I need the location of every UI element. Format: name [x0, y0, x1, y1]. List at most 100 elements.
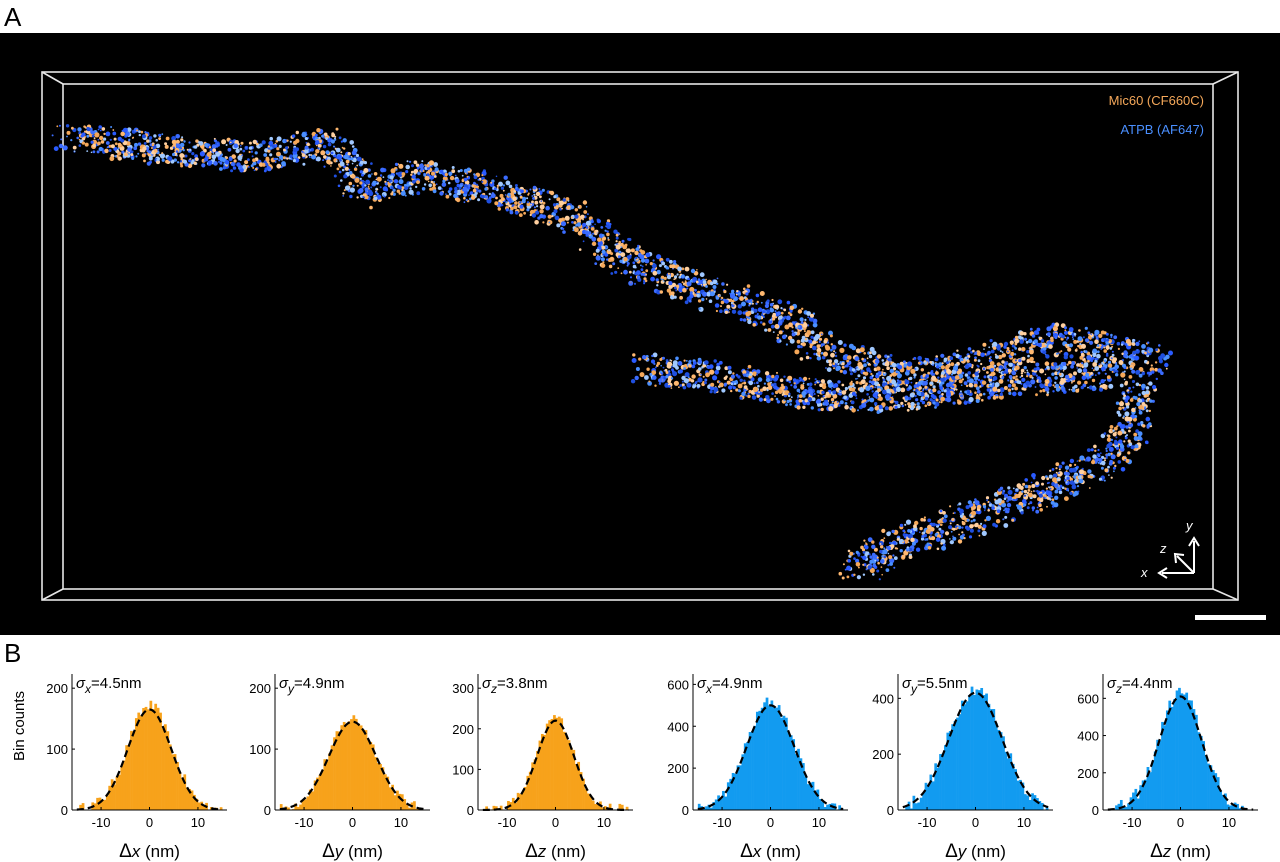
localization-point — [398, 163, 404, 169]
localization-point — [351, 162, 354, 165]
histogram-bar — [393, 795, 397, 810]
histogram-bar — [101, 800, 104, 810]
localization-point — [276, 151, 281, 157]
localization-point — [1053, 362, 1058, 367]
localization-point — [103, 132, 106, 136]
localization-point — [85, 127, 87, 129]
localization-point — [765, 309, 771, 315]
histogram-bar — [620, 804, 624, 810]
localization-point — [938, 367, 941, 370]
localization-point — [430, 180, 434, 184]
histogram-bar — [1207, 763, 1210, 810]
localization-point — [919, 531, 921, 533]
localization-point — [444, 172, 448, 177]
localization-point — [71, 126, 74, 130]
localization-point — [905, 519, 912, 525]
localization-point — [662, 366, 665, 369]
localization-point — [741, 382, 744, 385]
localization-point — [316, 128, 321, 133]
localization-point — [949, 356, 954, 361]
localization-point — [968, 378, 974, 384]
localization-point — [466, 167, 471, 172]
localization-point — [924, 385, 928, 389]
localization-point — [874, 559, 877, 562]
localization-point — [986, 371, 989, 374]
localization-point — [871, 544, 876, 549]
localization-point — [201, 163, 206, 168]
histogram-bar — [948, 731, 952, 810]
localization-point — [175, 134, 180, 139]
localization-point — [340, 151, 343, 154]
localization-point — [60, 138, 63, 141]
localization-point — [1071, 484, 1077, 490]
localization-point — [778, 330, 783, 335]
localization-point — [56, 125, 59, 128]
histogram-bar — [485, 806, 488, 810]
localization-point — [142, 146, 147, 151]
localization-point — [1109, 459, 1113, 464]
histogram-bar — [540, 733, 544, 810]
localization-point — [884, 354, 888, 358]
localization-point — [136, 129, 139, 132]
localization-point — [1064, 374, 1070, 380]
localization-point — [927, 518, 932, 523]
localization-point — [1154, 361, 1158, 364]
localization-point — [1090, 448, 1094, 452]
localization-point — [878, 396, 883, 402]
localization-point — [753, 373, 757, 377]
localization-point — [821, 384, 827, 390]
localization-point — [887, 357, 892, 362]
localization-point — [484, 195, 489, 199]
localization-point — [1106, 338, 1110, 342]
localization-point — [887, 564, 890, 567]
localization-point — [1046, 365, 1050, 370]
localization-point — [889, 562, 893, 566]
histogram-bar — [934, 763, 938, 810]
localization-point — [92, 139, 97, 145]
localization-point — [131, 157, 135, 160]
localization-point — [1100, 433, 1106, 439]
localization-point — [901, 380, 905, 384]
localization-point — [269, 146, 273, 150]
localization-point — [584, 230, 589, 235]
localization-point — [361, 173, 364, 177]
localization-point — [798, 394, 803, 398]
localization-point — [1136, 402, 1141, 407]
localization-point — [668, 284, 673, 289]
localization-point — [989, 376, 993, 379]
localization-point — [995, 519, 1001, 524]
localization-point — [1110, 452, 1113, 455]
localization-point — [337, 154, 343, 160]
localization-point — [974, 500, 980, 506]
localization-point — [890, 544, 895, 549]
localization-point — [472, 188, 477, 193]
localization-point — [676, 273, 679, 276]
localization-point — [965, 389, 971, 394]
localization-point — [871, 350, 877, 356]
localization-point — [662, 356, 665, 360]
localization-point — [991, 392, 995, 396]
histogram-bar — [987, 703, 991, 810]
localization-point — [1119, 424, 1125, 430]
localization-point — [1101, 479, 1104, 481]
localization-point — [778, 320, 783, 324]
localization-point — [1116, 341, 1121, 346]
localization-point — [1104, 372, 1107, 375]
localization-point — [1168, 350, 1173, 356]
localization-point — [992, 346, 997, 350]
localization-point — [606, 258, 609, 261]
localization-point — [1044, 386, 1050, 392]
localization-point — [259, 143, 263, 147]
localization-point — [935, 355, 938, 358]
localization-point — [564, 215, 570, 221]
localization-point — [318, 137, 321, 140]
localization-point — [684, 372, 690, 378]
localization-point — [632, 264, 637, 269]
localization-point — [339, 161, 345, 167]
localization-point — [752, 323, 756, 327]
localization-point — [737, 310, 743, 316]
localization-point — [189, 158, 192, 160]
localization-point — [649, 262, 653, 266]
localization-point — [682, 287, 687, 293]
localization-point — [214, 139, 218, 143]
